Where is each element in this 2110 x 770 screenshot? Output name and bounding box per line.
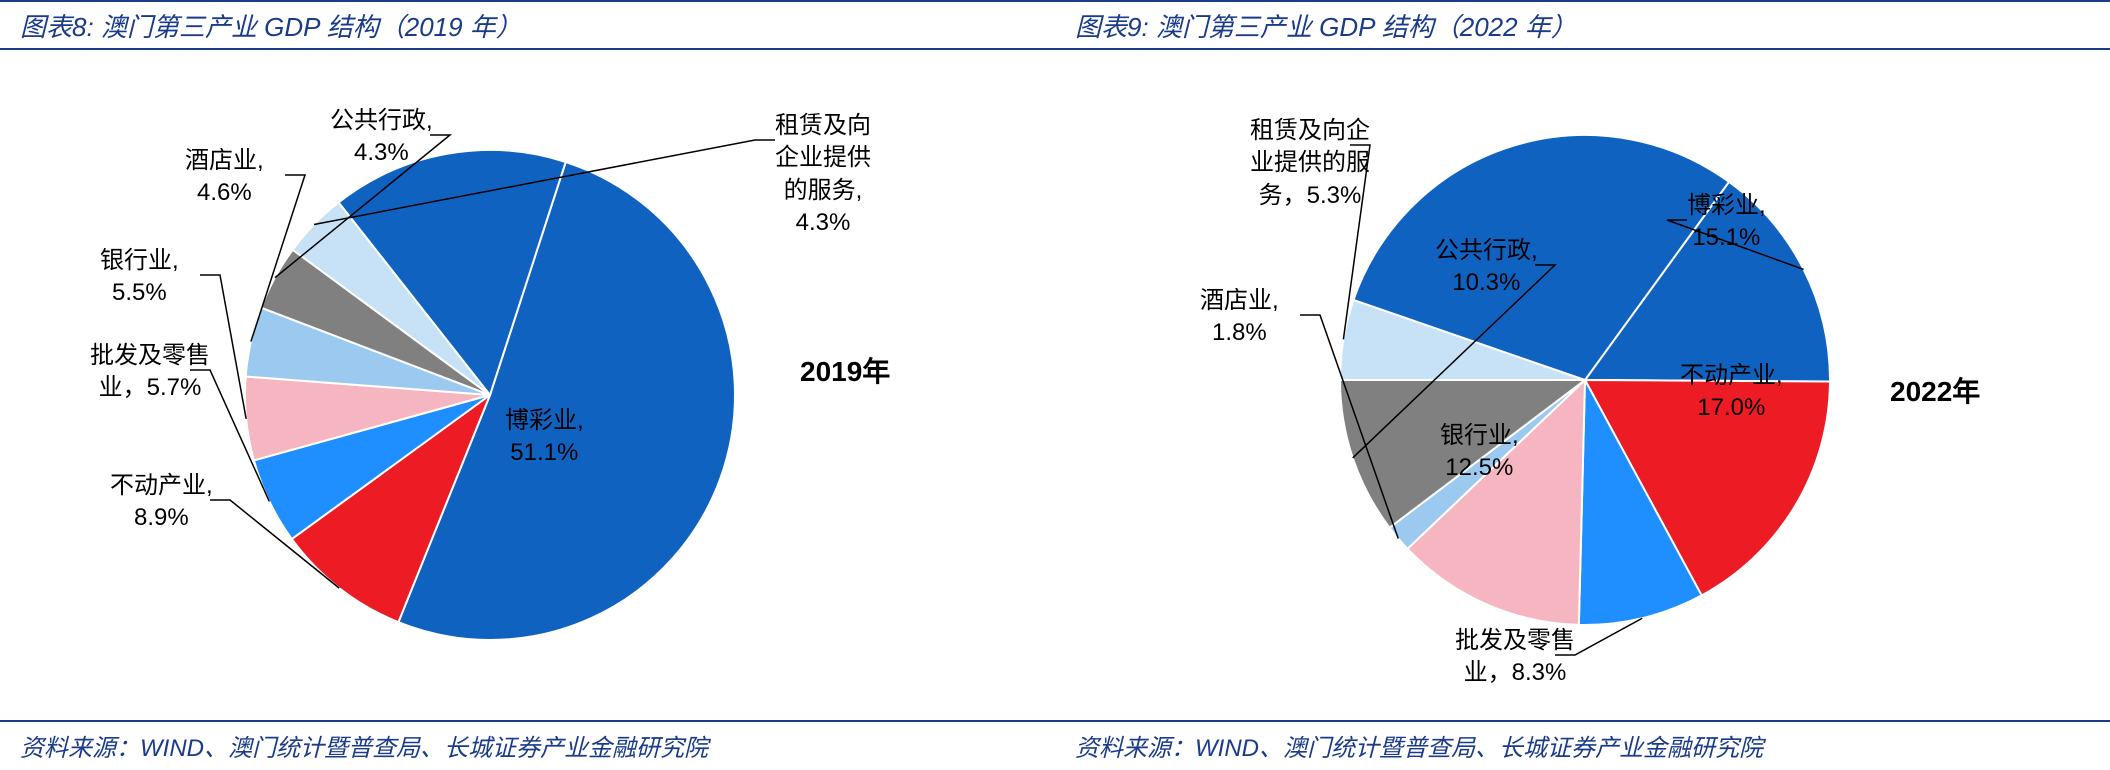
slice-label: 批发及零售 业，5.7% [90, 340, 210, 405]
slice-label: 公共行政, 10.3% [1435, 235, 1538, 300]
slice-label: 酒店业, 1.8% [1200, 285, 1279, 350]
right-panel: 图表9: 澳门第三产业 GDP 结构（2022 年） 博彩业, 15.1% 不动产… [1055, 0, 2110, 770]
slice-label: 博彩业, 15.1% [1687, 190, 1766, 255]
slice-label: 租赁及向企 业提供的服 务，5.3% [1250, 115, 1370, 212]
left-panel: 图表8: 澳门第三产业 GDP 结构（2019 年） 博彩业, 51.1% 不动产… [0, 0, 1055, 770]
year-label: 2019年 [800, 350, 890, 390]
chart-title-left: 图表8: 澳门第三产业 GDP 结构（2019 年） [0, 0, 1055, 50]
chart-area-right: 博彩业, 15.1% 不动产业, 17.0% 批发及零售 业，8.3% 银行业, 12… [1055, 50, 2110, 720]
chart-area-left: 博彩业, 51.1% 不动产业, 8.9% 批发及零售 业，5.7% 银行业, 5.5… [0, 50, 1055, 720]
slice-label: 博彩业, 51.1% [505, 405, 584, 470]
year-label: 2022年 [1890, 370, 1980, 410]
slice-label: 不动产业, 17.0% [1680, 360, 1783, 425]
slice-label: 租赁及向 企业提供 的服务, 4.3% [775, 110, 871, 240]
source-right: 资料来源：WIND、澳门统计暨普查局、长城证券产业金融研究院 [1055, 720, 2110, 768]
slice-label: 不动产业, 8.9% [110, 470, 213, 535]
slice-label: 酒店业, 4.6% [185, 145, 264, 210]
slice-label: 银行业, 12.5% [1440, 420, 1519, 485]
source-left: 资料来源：WIND、澳门统计暨普查局、长城证券产业金融研究院 [0, 720, 1055, 768]
slice-label: 公共行政, 4.3% [330, 105, 433, 170]
chart-title-right: 图表9: 澳门第三产业 GDP 结构（2022 年） [1055, 0, 2110, 50]
slice-label: 批发及零售 业，8.3% [1455, 625, 1575, 690]
slice-label: 银行业, 5.5% [100, 245, 179, 310]
